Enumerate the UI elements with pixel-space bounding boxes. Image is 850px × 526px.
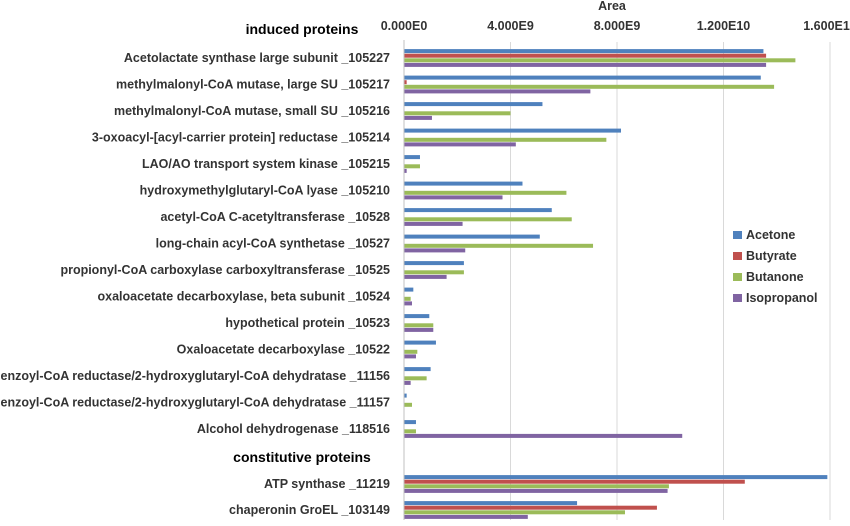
bar-isopropanol <box>404 142 516 147</box>
section-title: constitutive proteins <box>233 449 371 465</box>
bar-isopropanol <box>404 168 407 173</box>
bar-isopropanol <box>404 433 683 438</box>
section-titles: induced proteins constitutive proteins <box>233 21 371 465</box>
bar-butanone <box>404 217 572 222</box>
bar-acetone <box>404 501 578 506</box>
bar-butanone <box>404 270 464 275</box>
bar-isopropanol <box>404 327 434 332</box>
category-label: 3-oxoacyl-[acyl-carrier protein] reducta… <box>92 131 390 145</box>
legend-label: Isopropanol <box>746 291 818 305</box>
bar-butanone <box>404 349 418 354</box>
bar-acetone <box>404 340 436 345</box>
bar-butanone <box>404 164 420 169</box>
section-title: induced proteins <box>246 21 359 37</box>
legend-swatch <box>733 231 742 239</box>
legend-swatch <box>733 273 742 281</box>
bar-butanone <box>404 376 427 381</box>
category-label: Benzoyl-CoA reductase/2-hydroxyglutaryl-… <box>0 369 390 383</box>
bar-butanone <box>404 323 434 328</box>
bar-isopropanol <box>404 354 416 359</box>
bar-butanone <box>404 402 412 407</box>
bar-butanone <box>404 84 775 89</box>
category-label: propionyl-CoA carboxylase carboxyltransf… <box>60 263 390 277</box>
bar-acetone <box>404 475 828 480</box>
category-label: LAO/AO transport system kinase _105215 <box>142 157 390 171</box>
bar-isopropanol <box>404 488 668 493</box>
bar-acetone <box>404 155 420 160</box>
tick-label: 4.000E9 <box>487 19 534 33</box>
tick-label: 0.000E0 <box>381 19 428 33</box>
category-label: hydroxymethylglutaryl-CoA lyase _105210 <box>140 184 390 198</box>
bar-butanone <box>404 111 511 116</box>
legend-label: Butyrate <box>746 249 797 263</box>
bar-butanone <box>404 510 625 515</box>
legend-swatch <box>733 252 742 260</box>
bar-acetone <box>404 367 431 372</box>
axis-title: Area <box>598 0 627 13</box>
bar-acetone <box>404 102 543 107</box>
bar-isopropanol <box>404 274 447 279</box>
axis-ticks: 0.000E0 4.000E9 8.000E9 1.200E10 1.600E10 <box>381 19 850 33</box>
bar-butyrate <box>404 505 657 510</box>
bar-butyrate <box>404 80 407 85</box>
bar-butanone <box>404 296 411 301</box>
category-label: long-chain acyl-CoA synthetase _10527 <box>156 237 390 251</box>
bar-butanone <box>404 484 669 489</box>
category-label: methylmalonyl-CoA mutase, small SU _1052… <box>114 104 390 118</box>
category-label: methylmalonyl-CoA mutase, large SU _1052… <box>116 78 390 92</box>
category-label: ATP synthase _11219 <box>264 477 390 491</box>
bar-acetone <box>404 128 621 133</box>
category-label: acetyl-CoA C-acetyltransferase _10528 <box>160 210 390 224</box>
legend: Acetone Butyrate Butanone Isopropanol <box>733 228 818 305</box>
bar-acetone <box>404 287 414 292</box>
bar-isopropanol <box>404 248 466 253</box>
bar-isopropanol <box>404 514 528 519</box>
bar-acetone <box>404 208 552 213</box>
bars <box>404 49 828 519</box>
bar-acetone <box>404 234 540 239</box>
category-label: chaperonin GroEL _103149 <box>229 503 390 517</box>
bar-butyrate <box>404 479 745 484</box>
category-label: oxaloacetate decarboxylase, beta subunit… <box>98 290 391 304</box>
legend-label: Acetone <box>746 228 795 242</box>
category-label: Benzoyl-CoA reductase/2-hydroxyglutaryl-… <box>0 396 390 410</box>
bar-isopropanol <box>404 221 463 226</box>
bar-isopropanol <box>404 380 411 385</box>
legend-swatch <box>733 294 742 302</box>
bar-butanone <box>404 429 416 434</box>
bar-isopropanol <box>404 195 503 200</box>
tick-label: 1.600E10 <box>803 19 850 33</box>
bar-isopropanol <box>404 115 432 120</box>
bar-butanone <box>404 58 796 63</box>
bar-acetone <box>404 75 761 80</box>
bar-butyrate <box>404 53 767 58</box>
bar-isopropanol <box>404 89 591 94</box>
legend-label: Butanone <box>746 270 804 284</box>
category-label: Alcohol dehydrogenase _118516 <box>197 422 390 436</box>
bar-acetone <box>404 314 430 319</box>
bar-acetone <box>404 393 407 398</box>
category-label: Oxaloacetate decarboxylase _10522 <box>177 343 390 357</box>
category-label: hypothetical protein _10523 <box>225 316 390 330</box>
bar-acetone <box>404 420 416 425</box>
tick-label: 1.200E10 <box>697 19 751 33</box>
bar-butanone <box>404 137 607 142</box>
bar-acetone <box>404 261 464 266</box>
bar-isopropanol <box>404 301 412 306</box>
bar-butanone <box>404 243 594 248</box>
bar-acetone <box>404 49 764 54</box>
tick-label: 8.000E9 <box>594 19 641 33</box>
bar-isopropanol <box>404 62 767 67</box>
bar-acetone <box>404 181 523 186</box>
bar-butanone <box>404 190 567 195</box>
category-label: Acetolactate synthase large subunit _105… <box>124 51 390 65</box>
category-labels: Acetolactate synthase large subunit _105… <box>0 51 390 517</box>
